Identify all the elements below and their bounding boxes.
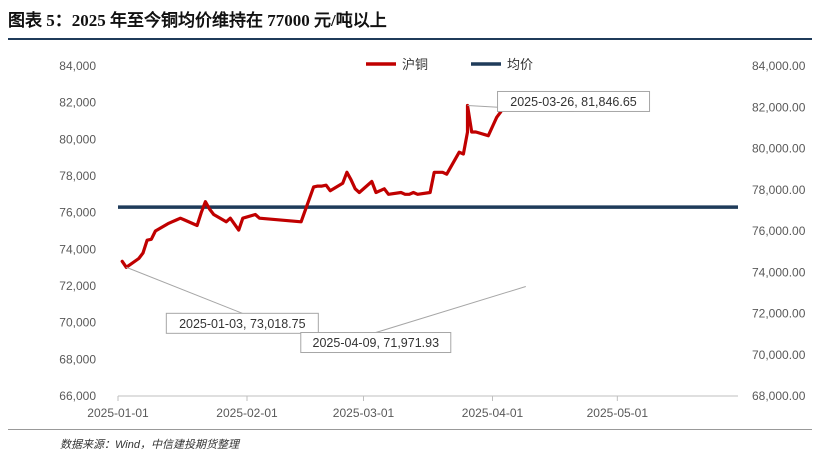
right-tick-label: 82,000.00	[752, 100, 806, 114]
left-tick-label: 72,000	[59, 279, 96, 293]
right-tick-label: 72,000.00	[752, 307, 806, 321]
callout-label: 2025-03-26, 81,846.65	[510, 95, 637, 109]
footer-rule	[8, 429, 812, 430]
legend-label: 沪铜	[402, 57, 428, 72]
callout-label: 2025-01-03, 73,018.75	[179, 317, 306, 331]
right-tick-label: 76,000.00	[752, 224, 806, 238]
left-tick-label: 76,000	[59, 206, 96, 220]
copper-price-line	[120, 103, 503, 269]
series-layer	[118, 103, 738, 269]
source-note: 数据来源：Wind，中信建投期货整理	[60, 439, 239, 451]
callouts: 2025-03-26, 81,846.65 2025-01-03, 73,018.…	[126, 90, 651, 354]
right-tick-label: 74,000.00	[752, 265, 806, 279]
right-tick-label: 80,000.00	[752, 142, 806, 156]
left-tick-label: 74,000	[59, 242, 96, 256]
callout-leader	[126, 266, 243, 314]
callout-box	[497, 90, 651, 112]
left-tick-label: 68,000	[59, 352, 96, 366]
x-axis: 2025-01-01 2025-02-01 2025-03-01 2025-04-01…	[87, 395, 738, 420]
left-tick-label: 84,000	[59, 59, 96, 73]
x-tick-label: 2025-02-01	[216, 406, 278, 420]
title-rule	[8, 38, 812, 40]
legend: 沪铜 均价	[366, 57, 533, 72]
left-tick-label: 78,000	[59, 169, 96, 183]
legend-label: 均价	[507, 57, 533, 72]
x-tick-label: 2025-04-01	[462, 406, 524, 420]
callout-label: 2025-04-09, 71,971.93	[313, 336, 440, 350]
x-tick-label: 2025-03-01	[333, 406, 395, 420]
callout-box	[300, 332, 452, 354]
right-tick-label: 84,000.00	[752, 59, 806, 73]
right-tick-label: 68,000.00	[752, 389, 806, 403]
right-tick-label: 78,000.00	[752, 183, 806, 197]
left-axis: 84,000 82,000 80,000 78,000 76,000 74,000 72,0…	[59, 59, 96, 403]
left-tick-label: 66,000	[59, 389, 96, 403]
right-axis: 84,000.00 82,000.00 80,000.00 78,000.00 76,0…	[752, 59, 806, 403]
x-tick-label: 2025-05-01	[587, 406, 649, 420]
callout-box	[165, 312, 319, 334]
chart-title: 图表 5：2025 年至今铜均价维持在 77000 元/吨以上	[8, 11, 387, 30]
right-tick-label: 70,000.00	[752, 348, 806, 362]
left-tick-label: 80,000	[59, 132, 96, 146]
x-tick-label: 2025-01-01	[87, 406, 149, 420]
left-tick-label: 82,000	[59, 96, 96, 110]
callout-leader	[375, 286, 526, 333]
left-tick-label: 70,000	[59, 316, 96, 330]
